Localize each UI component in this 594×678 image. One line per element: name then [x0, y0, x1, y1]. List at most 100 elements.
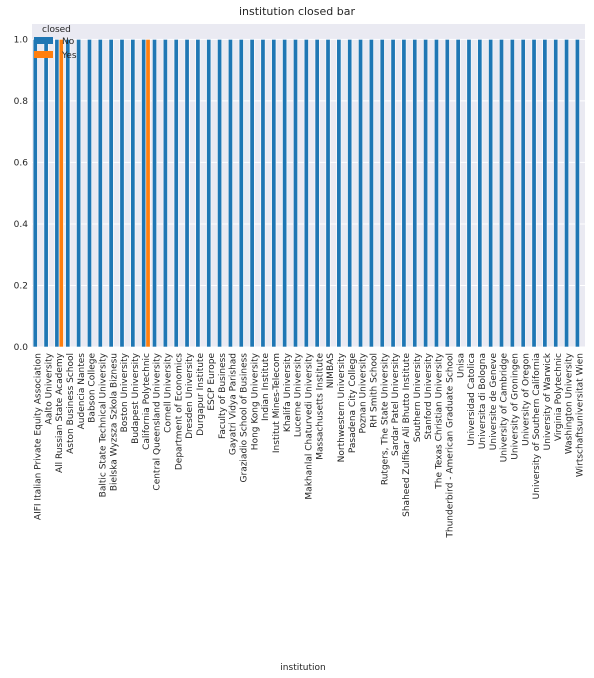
x-tick-label: Thunderbird - American Graduate School [445, 353, 455, 539]
x-tick-label: Gayatri Vidya Parishad [229, 353, 239, 455]
y-tick-label: 0.8 [14, 97, 29, 107]
legend: closed No Yes [34, 25, 77, 61]
y-tick-label: 0.6 [14, 158, 29, 168]
x-tick-label: Makhanlal Chaturvedi University [305, 352, 315, 499]
x-tick-label: Sardar Patel University [391, 352, 401, 456]
bar-yes [58, 39, 64, 348]
x-tick-label: Southern University [413, 352, 423, 442]
bar-no [553, 39, 559, 348]
bar-no [227, 39, 233, 348]
x-tick-label: Budapest University [131, 352, 141, 444]
bar-no [271, 39, 277, 348]
bar-no [260, 39, 266, 348]
x-tick-label: Aalto University [44, 352, 54, 424]
x-tick-label: Hong Kong University [250, 352, 260, 450]
x-tick-label: Massachusetts Institute [315, 353, 325, 460]
x-tick-label: Rutgers, The State University [380, 352, 390, 485]
bar-no [358, 39, 364, 348]
x-tick-label: The Texas Christian University [435, 352, 445, 489]
x-tick-label: Washington University [565, 352, 575, 454]
x-tick-label: University of Groningen [511, 353, 521, 460]
legend-title: closed [42, 25, 71, 35]
bar-no [509, 39, 515, 348]
bar-no [390, 39, 396, 348]
bar-no [379, 39, 385, 348]
bar-no [412, 39, 418, 348]
bar-no [499, 39, 504, 348]
x-tick-label: Babson College [88, 353, 98, 423]
x-tick-label: RH Smith School [370, 353, 380, 428]
bar-no [65, 39, 71, 348]
bar-no [54, 39, 60, 348]
x-tick-label: University of Cambridge [500, 353, 510, 463]
x-tick-label: University of Oregon [521, 353, 531, 446]
bar-no [282, 39, 288, 348]
x-tick-label: Poznan University [359, 352, 369, 433]
bar-no [76, 39, 82, 348]
legend-label-yes: Yes [61, 51, 77, 61]
x-tick-label: All Russian State Academy [55, 352, 65, 473]
x-tick-label: Department of Economics [174, 353, 184, 470]
bar-no [401, 39, 407, 348]
bar-no [466, 39, 472, 348]
x-tick-label: Baltic State Technical University [98, 352, 108, 497]
bar-no [119, 39, 125, 348]
bar-no [249, 39, 255, 348]
x-tick-label: Bielska Wyzsza Szkola Biznesu [109, 353, 119, 491]
x-tick-label: Dresden University [185, 352, 195, 439]
x-tick-label: Wirtschaftsuniversitat Wien [576, 353, 586, 477]
bar-no [423, 39, 429, 348]
bar-no [477, 39, 483, 348]
x-tick-label: AIFI Italian Private Equity Association [33, 353, 43, 520]
legend-swatch-yes [34, 51, 53, 58]
x-tick-label: ESCP Europe [207, 353, 217, 411]
bar-no [433, 39, 439, 348]
bar-no [488, 39, 494, 348]
x-tick-label: NIMBAS [326, 353, 336, 388]
bar-no [303, 39, 309, 348]
x-tick-label: California Polytechnic [142, 353, 152, 450]
x-tick-label: Universita di Bologna [478, 353, 488, 449]
bar-no [97, 39, 103, 348]
y-tick-label: 1.0 [14, 35, 29, 45]
bar-no [108, 39, 114, 348]
bar-no [184, 39, 190, 348]
x-tick-label: Unisa [456, 353, 466, 378]
bar-no [238, 39, 244, 348]
x-tick-label: Pasadena City College [348, 353, 358, 454]
bar-no [542, 39, 548, 348]
bar-no [368, 39, 374, 348]
x-tick-label: Virginia Polytechnic [554, 353, 564, 441]
bar-no [43, 39, 49, 348]
bar-no [162, 39, 168, 348]
x-tick-label: Aston Business School [66, 353, 76, 454]
x-tick-label: University of Southern California [532, 353, 542, 499]
x-tick-label: Stanford University [424, 352, 434, 439]
x-tick-label: Graziadio School of Business [239, 353, 249, 483]
x-tick-label: Audencia Nantes [77, 353, 87, 430]
bar-no [217, 39, 223, 348]
x-tick-label: Lucerne University [294, 352, 304, 437]
bar-no [293, 39, 298, 348]
bar-no [520, 39, 526, 348]
bar-no [152, 39, 157, 348]
bar-no [314, 39, 320, 348]
x-tick-label: Institut Mines-Telecom [272, 353, 282, 453]
bar-no [206, 39, 212, 348]
bar-no [87, 39, 92, 348]
x-axis-label: institution [280, 663, 325, 673]
y-tick-label: 0.4 [14, 220, 29, 230]
bar-no [325, 39, 331, 348]
bar-yes [145, 39, 151, 348]
bar-no [444, 39, 450, 348]
bar-no [564, 39, 570, 348]
bar-no [531, 39, 537, 348]
bar-no [455, 39, 461, 348]
x-tick-label: Universidad Catolica [467, 353, 477, 446]
x-tick-label: Boston University [120, 352, 130, 432]
bar-no [347, 39, 353, 348]
x-tick-label: Universite de Geneve [489, 353, 499, 451]
legend-swatch-no [34, 37, 53, 44]
bar-no [173, 39, 179, 348]
